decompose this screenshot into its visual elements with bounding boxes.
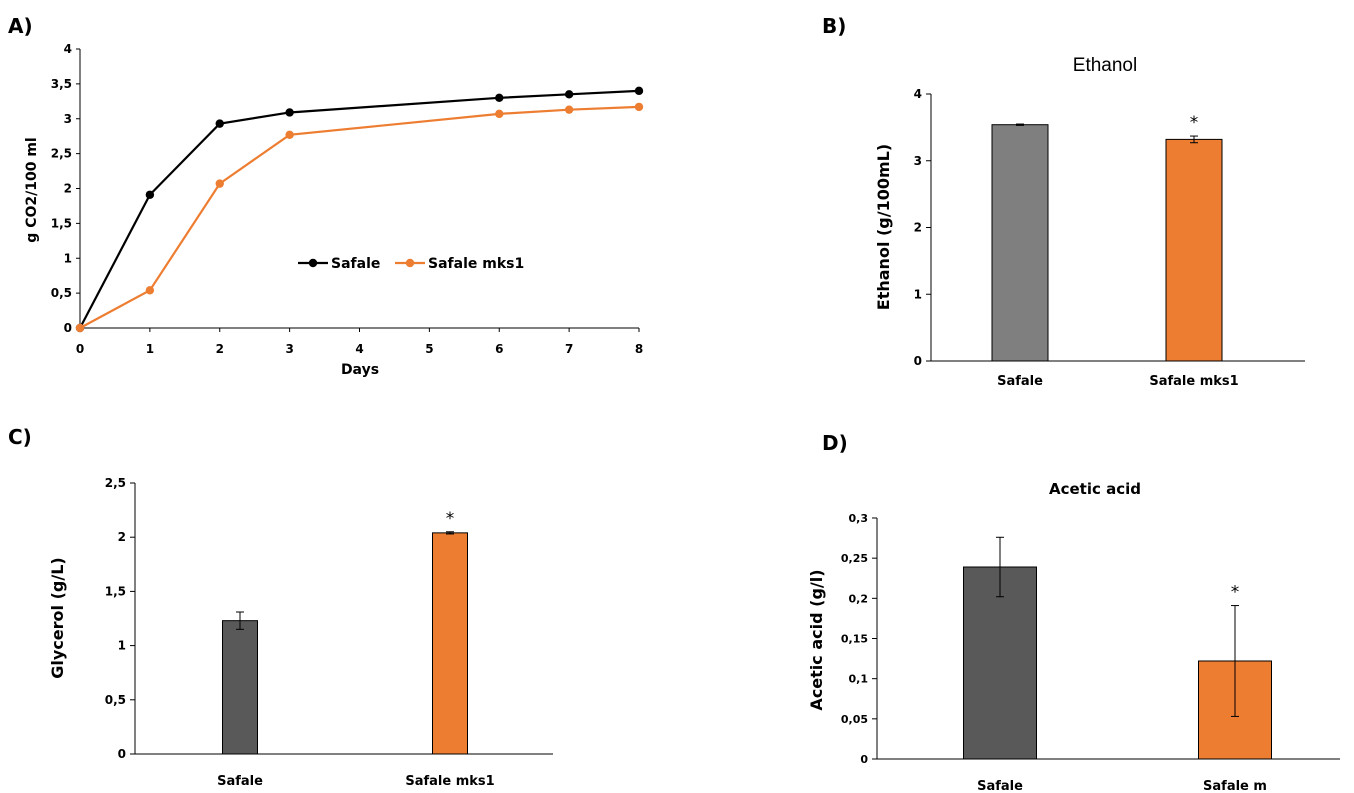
y-axis-title: Ethanol (g/100mL) <box>874 144 893 310</box>
x-category-label: Safale <box>997 374 1043 389</box>
x-category-label: Safale mks1 <box>1149 374 1238 389</box>
y-tick-label: 3 <box>64 112 72 126</box>
x-tick-label: 3 <box>285 342 293 356</box>
bar-safale-mks1 <box>432 532 468 755</box>
data-point <box>495 109 504 119</box>
x-tick-label: 7 <box>565 342 573 356</box>
series-line-safale <box>79 89 640 329</box>
significance-marker: * <box>1190 113 1199 133</box>
y-tick-label: 1 <box>118 639 126 653</box>
y-tick-label: 0 <box>64 321 72 335</box>
y-axis-title: g CO2/100 ml <box>24 137 40 242</box>
x-category-label: Safale <box>217 774 263 789</box>
y-tick-label: 0,25 <box>841 552 868 565</box>
x-tick-label: 1 <box>146 342 154 356</box>
series-line-safale-mks1 <box>79 105 640 329</box>
y-tick-label: 0 <box>860 753 868 766</box>
x-category-label: Safale mks1 <box>405 774 494 789</box>
x-tick-label: 0 <box>76 342 84 356</box>
data-point <box>75 323 85 333</box>
y-tick-label: 3 <box>914 154 922 168</box>
bar-safale-mks1 <box>1165 138 1223 362</box>
data-point <box>145 286 155 295</box>
y-tick-label: 2 <box>118 530 126 544</box>
legend-marker-safale <box>308 258 318 268</box>
panel-label-c: C) <box>8 425 32 449</box>
y-tick-label: 0 <box>118 747 126 761</box>
data-point <box>495 93 504 103</box>
x-category-label: Safale <box>977 779 1023 793</box>
x-tick-label: 2 <box>216 342 224 356</box>
y-tick-label: 0,1 <box>849 673 869 686</box>
data-point <box>145 190 155 199</box>
x-tick-label: 5 <box>425 342 433 356</box>
chart-a-co2-line-chart: 0 0,5 1 1,5 2 2,5 3 3,5 4 0 1 2 3 4 5 6 7 8 Days g CO2/100 … <box>24 42 644 378</box>
y-tick-label: 2 <box>914 221 922 235</box>
y-tick-label: 2 <box>64 182 72 196</box>
significance-marker: * <box>1231 583 1240 603</box>
x-tick-label: 6 <box>495 342 503 356</box>
panel-label-b: B) <box>822 14 846 38</box>
y-tick-label: 4 <box>914 87 922 101</box>
y-tick-label: 2,5 <box>51 147 72 161</box>
x-tick-label: 8 <box>635 342 643 356</box>
y-tick-label: 0,2 <box>849 592 869 605</box>
panel-label-d: D) <box>822 431 848 455</box>
data-point <box>564 90 574 99</box>
y-tick-label: 0,5 <box>51 286 72 300</box>
legend-label-safale-mks1: Safale mks1 <box>428 256 524 272</box>
chart-title: Ethanol <box>1073 55 1137 76</box>
x-axis-title: Days <box>341 362 379 378</box>
y-tick-label: 0 <box>914 354 922 368</box>
bar-safale <box>991 124 1049 362</box>
y-tick-label: 1 <box>914 287 922 301</box>
data-point <box>285 130 294 139</box>
significance-marker: * <box>446 509 455 529</box>
bar-safale <box>222 620 258 755</box>
y-tick-label: 1,5 <box>51 216 72 230</box>
y-tick-label: 0,15 <box>841 633 868 646</box>
data-point <box>634 102 644 112</box>
y-axis-title: Glycerol (g/L) <box>48 557 67 678</box>
legend-marker-safale-mks1 <box>405 258 415 268</box>
legend-label-safale: Safale <box>331 256 380 272</box>
panel-label-a: A) <box>8 14 33 38</box>
x-tick-label: 4 <box>355 342 363 356</box>
y-tick-label: 1 <box>64 251 72 265</box>
data-point <box>634 86 644 96</box>
y-tick-label: 3,5 <box>51 77 72 91</box>
data-point <box>564 105 574 114</box>
y-tick-label: 0,05 <box>841 713 868 726</box>
y-tick-label: 0,5 <box>105 693 126 707</box>
chart-title: Acetic acid <box>1049 480 1141 498</box>
chart-b-ethanol-bar-chart: 0 1 2 3 4 Safale * Safale mks1 Ethanol Ethanol (g… <box>874 55 1305 389</box>
bar-safale <box>963 566 1037 760</box>
data-point <box>215 179 224 188</box>
data-point <box>215 119 224 128</box>
y-tick-label: 4 <box>64 42 72 56</box>
y-tick-label: 0,3 <box>849 512 869 525</box>
x-category-label: Safale m <box>1203 779 1267 793</box>
data-point <box>285 108 294 117</box>
chart-d-acetic-acid-bar-chart: 0 0,05 0,1 0,15 0,2 0,25 0,3 Safale * Safale m Ace… <box>807 480 1340 793</box>
y-tick-label: 2,5 <box>105 476 126 490</box>
y-tick-label: 1,5 <box>105 584 126 598</box>
y-axis-title: Acetic acid (g/l) <box>807 569 826 710</box>
chart-c-glycerol-bar-chart: 0 0,5 1 1,5 2 2,5 Safale * Safale mks1 Glycerol (… <box>48 476 553 789</box>
